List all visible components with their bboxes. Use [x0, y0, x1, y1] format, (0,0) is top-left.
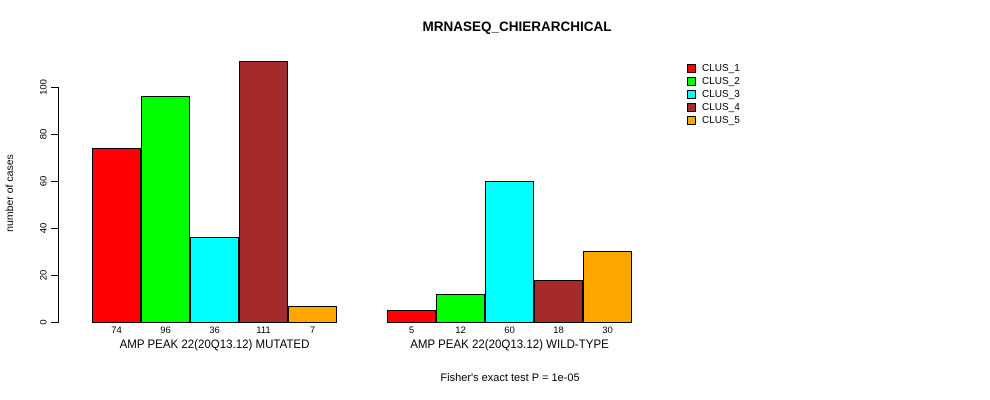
bar-clus_2-group1 — [141, 96, 190, 323]
legend-swatch — [687, 103, 696, 112]
y-tick-label: 40 — [38, 222, 50, 234]
bar-value-label: 5 — [408, 325, 415, 336]
bar-clus_4-group1 — [239, 61, 288, 323]
legend-swatch — [687, 90, 696, 99]
bar-clus_3-group2 — [485, 181, 534, 323]
y-tick — [51, 322, 58, 323]
bar-clus_1-group1 — [92, 148, 141, 323]
bar-clus_4-group2 — [534, 280, 583, 323]
y-tick — [51, 228, 58, 229]
bar-value-label: 96 — [160, 325, 171, 336]
fisher-test-annotation: Fisher's exact test P = 1e-05 — [440, 372, 580, 384]
bar-value-label: 60 — [504, 325, 515, 336]
bar-clus_1-group2 — [387, 310, 436, 323]
y-tick — [51, 134, 58, 135]
category-label: AMP PEAK 22(20Q13.12) MUTATED — [119, 339, 310, 351]
y-tick — [51, 181, 58, 182]
legend-item-clus_4: CLUS_4 — [687, 101, 740, 114]
legend: CLUS_1 CLUS_2 CLUS_3 CLUS_4 CLUS_5 — [687, 62, 740, 127]
y-axis-line — [58, 87, 59, 323]
bar-value-label: 18 — [553, 325, 564, 336]
bar-value-label: 111 — [256, 325, 271, 336]
legend-item-clus_2: CLUS_2 — [687, 75, 740, 88]
bar-clus_2-group2 — [436, 294, 485, 323]
legend-swatch — [687, 64, 696, 73]
y-tick — [51, 275, 58, 276]
chart-title: MRNASEQ_CHIERARCHICAL — [422, 19, 612, 34]
legend-label: CLUS_4 — [702, 102, 740, 113]
bar-value-label: 7 — [309, 325, 316, 336]
legend-swatch — [687, 116, 696, 125]
bar-value-label: 30 — [602, 325, 613, 336]
y-tick-label: 0 — [38, 319, 50, 325]
legend-label: CLUS_3 — [702, 89, 740, 100]
y-axis-title: number of cases — [4, 154, 16, 232]
y-tick-label: 100 — [38, 79, 50, 95]
legend-item-clus_3: CLUS_3 — [687, 88, 740, 101]
y-tick-label: 20 — [38, 269, 50, 281]
bar-clus_5-group2 — [583, 251, 632, 323]
bar-clus_3-group1 — [190, 237, 239, 323]
legend-item-clus_5: CLUS_5 — [687, 114, 740, 127]
legend-swatch — [687, 77, 696, 86]
category-label: AMP PEAK 22(20Q13.12) WILD-TYPE — [410, 339, 609, 351]
bar-value-label: 74 — [111, 325, 122, 336]
legend-label: CLUS_1 — [702, 63, 740, 74]
bar-value-label: 12 — [455, 325, 466, 336]
bar-clus_5-group1 — [288, 306, 337, 323]
legend-label: CLUS_2 — [702, 76, 740, 87]
y-tick-label: 80 — [38, 128, 50, 140]
legend-label: CLUS_5 — [702, 115, 740, 126]
bar-value-label: 36 — [209, 325, 220, 336]
y-tick — [51, 87, 58, 88]
y-tick-label: 60 — [38, 175, 50, 187]
legend-item-clus_1: CLUS_1 — [687, 62, 740, 75]
